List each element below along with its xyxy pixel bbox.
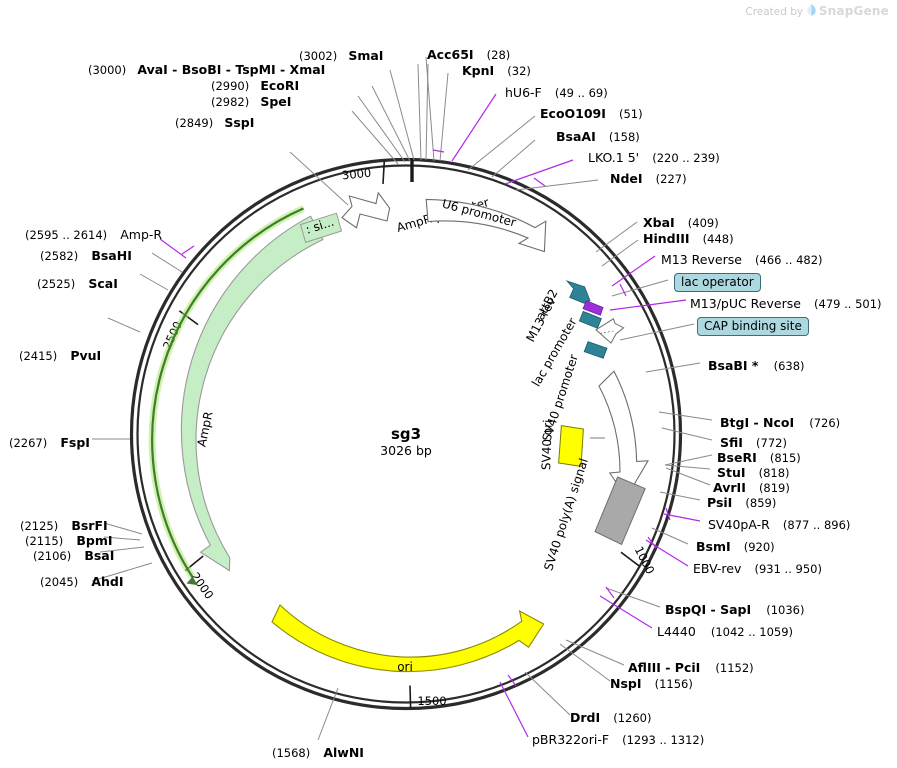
primer-ticks	[181, 149, 671, 687]
tick-label-1500: 1500	[417, 694, 446, 708]
feature-lac-operator[interactable]	[578, 310, 602, 329]
feature-sv40-polya-signal[interactable]	[594, 476, 646, 546]
plasmid-size: 3026 bp	[380, 443, 432, 458]
feature-lac-promoter[interactable]	[595, 318, 625, 344]
credit-brand: SnapGene	[818, 4, 889, 18]
feature-attb2[interactable]	[565, 280, 591, 304]
feature-sv40-ori[interactable]	[558, 425, 584, 467]
feature-label-sv40-polya-signal: SV40 poly(A) signal	[541, 457, 591, 573]
feature-label-ori: ori	[397, 660, 413, 674]
feature-label-sv40-ori: SV40 ori	[539, 419, 555, 470]
leader-lines-top-right	[425, 56, 713, 738]
credit-prefix: Created by	[745, 6, 804, 18]
snapgene-logo-icon	[806, 4, 816, 16]
feature-ampr[interactable]: AmpR	[148, 205, 324, 586]
feature-ori[interactable]: ori	[271, 604, 545, 674]
feature-si-truncated[interactable]: : si...	[299, 212, 343, 244]
snapgene-credit: Created by SnapGene	[745, 4, 889, 18]
plasmid-name: sg3	[391, 425, 421, 443]
feature-m13-rev[interactable]	[582, 300, 604, 316]
plasmid-backbone	[129, 157, 683, 711]
leader-lines-left	[91, 238, 339, 741]
feature-cap-binding-site[interactable]	[583, 341, 608, 359]
tick-label-3000: 3000	[341, 166, 371, 183]
